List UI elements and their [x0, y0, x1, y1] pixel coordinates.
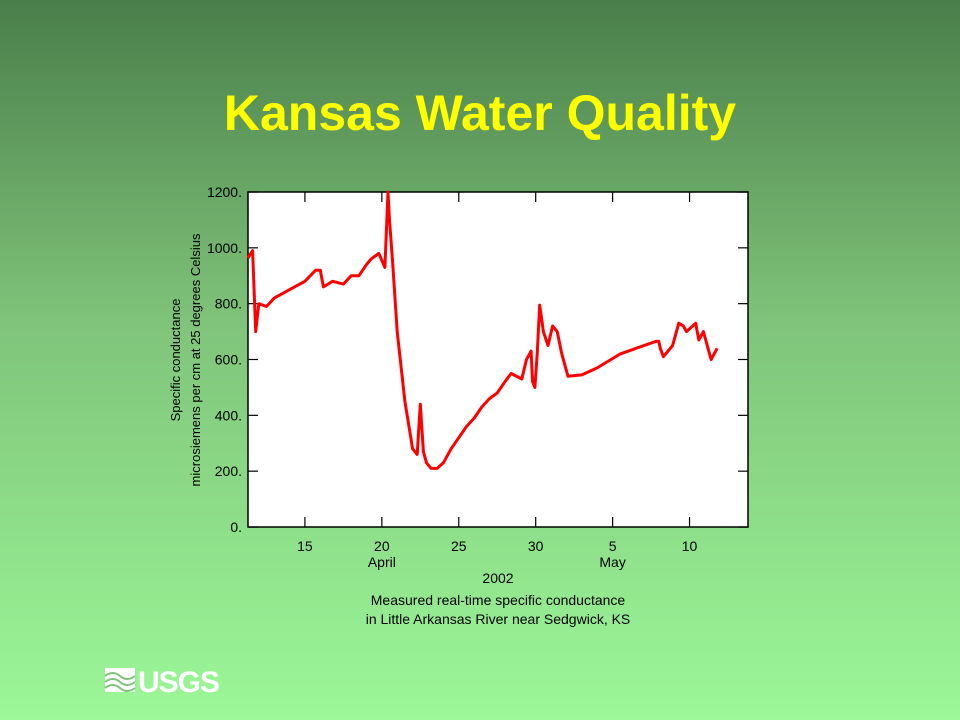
chart-title: Kansas Water Quality [224, 85, 736, 141]
plot-area [247, 191, 749, 528]
x-tick-label: 25 [451, 538, 467, 554]
x-tick-label: 30 [528, 538, 544, 554]
y-tick-label: 600. [215, 352, 242, 368]
y-tick-label: 0. [230, 519, 242, 535]
y-axis-label: microsiemens per cm at 25 degrees Celsiu… [188, 233, 203, 486]
x-tick-label: 5 [609, 538, 617, 554]
x-axis-year: 2002 [482, 570, 513, 586]
y-tick-label: 800. [215, 296, 242, 312]
caption: in Little Arkansas River near Sedgwick, … [366, 611, 631, 627]
x-tick-label: 15 [297, 538, 313, 554]
y-tick-label: 1000. [207, 240, 242, 256]
usgs-logo: USGS [104, 666, 220, 699]
x-tick-label: 10 [682, 538, 698, 554]
x-tick-label: 20 [374, 538, 390, 554]
logo-waves [104, 672, 136, 692]
month-label: April [368, 554, 396, 570]
caption: Measured real-time specific conductance [371, 592, 626, 608]
y-tick-label: 200. [215, 463, 242, 479]
month-label: May [599, 554, 625, 570]
y-tick-label: 400. [215, 407, 242, 423]
data-line [246, 190, 719, 470]
y-tick-label: 1200. [207, 184, 242, 200]
logo-text: USGS [138, 666, 219, 699]
y-axis-label: Specific conductance [168, 299, 183, 422]
